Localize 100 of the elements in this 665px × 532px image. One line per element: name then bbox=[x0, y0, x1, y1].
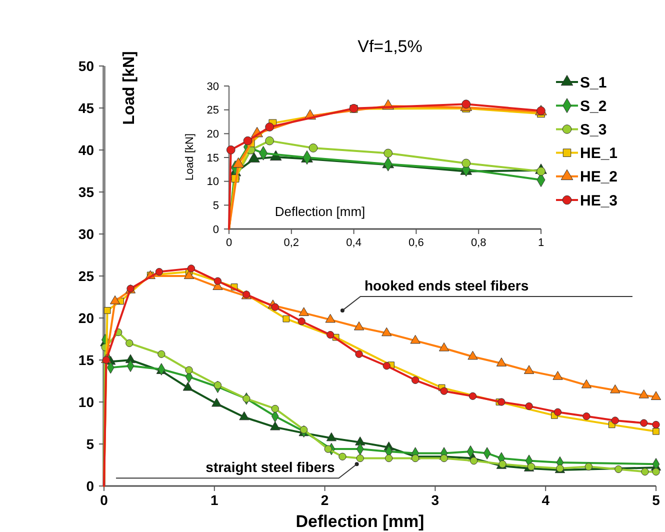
point bbox=[126, 339, 134, 348]
y-tick-label: 5 bbox=[86, 436, 94, 452]
point bbox=[356, 454, 364, 462]
point bbox=[282, 315, 290, 322]
x-axis-title: Deflection [mm] bbox=[274, 204, 366, 219]
point bbox=[554, 408, 562, 416]
point bbox=[232, 157, 244, 168]
point bbox=[652, 468, 660, 476]
point bbox=[536, 166, 546, 176]
point bbox=[110, 295, 120, 304]
y-tick-label: 30 bbox=[78, 226, 94, 242]
x-axis-title: Deflection [mm] bbox=[296, 512, 424, 531]
point bbox=[214, 277, 222, 285]
point bbox=[468, 350, 478, 360]
annotation: straight steel fibers bbox=[206, 459, 336, 476]
y-tick-label: 0 bbox=[86, 478, 94, 494]
point bbox=[242, 394, 250, 402]
point bbox=[382, 327, 392, 336]
point bbox=[468, 392, 477, 400]
x-tick-label: 0,6 bbox=[408, 236, 424, 249]
y-tick-label: 10 bbox=[206, 176, 219, 188]
point bbox=[182, 382, 193, 391]
point bbox=[248, 152, 260, 162]
legend-label: S_1 bbox=[580, 74, 607, 92]
point bbox=[155, 268, 164, 276]
x-tick-label: 5 bbox=[652, 492, 660, 508]
legend-label: HE_2 bbox=[580, 168, 618, 186]
point bbox=[527, 462, 536, 470]
point bbox=[524, 365, 534, 374]
point bbox=[265, 122, 274, 132]
point bbox=[271, 303, 279, 311]
y-tick-label: 40 bbox=[78, 142, 94, 158]
point bbox=[158, 350, 166, 358]
point bbox=[300, 426, 308, 434]
point bbox=[354, 321, 364, 330]
point bbox=[498, 460, 506, 468]
point bbox=[185, 366, 193, 374]
point bbox=[582, 412, 590, 420]
point bbox=[581, 379, 592, 388]
legend-label: S_2 bbox=[580, 98, 607, 115]
point bbox=[214, 381, 222, 390]
legend-label: HE_3 bbox=[580, 192, 618, 210]
point bbox=[652, 428, 660, 435]
point bbox=[641, 468, 649, 476]
point bbox=[640, 419, 648, 427]
point bbox=[496, 358, 506, 366]
y-tick-label: 50 bbox=[78, 58, 94, 74]
point bbox=[239, 411, 250, 420]
legend-label: S_3 bbox=[580, 121, 607, 138]
point bbox=[326, 432, 336, 442]
point bbox=[308, 144, 318, 152]
point bbox=[338, 452, 346, 460]
point bbox=[384, 148, 393, 158]
y-tick-label: 20 bbox=[78, 310, 94, 326]
x-tick-label: 3 bbox=[431, 492, 440, 508]
point bbox=[614, 465, 622, 474]
point bbox=[498, 398, 506, 406]
y-tick-label: 30 bbox=[206, 80, 219, 93]
y-tick-label: 25 bbox=[78, 268, 94, 284]
x-tick-label: 1 bbox=[538, 236, 544, 249]
point bbox=[184, 270, 194, 280]
chart-title: Vf=1,5% bbox=[358, 37, 422, 56]
y-tick-label: 35 bbox=[78, 184, 94, 200]
point bbox=[610, 384, 620, 394]
point bbox=[298, 318, 306, 326]
y-tick-label: 10 bbox=[78, 394, 94, 410]
point bbox=[438, 342, 450, 352]
point bbox=[412, 376, 420, 384]
y-tick-label: 5 bbox=[212, 200, 219, 212]
point bbox=[271, 404, 279, 413]
x-tick-label: 2 bbox=[320, 492, 329, 508]
x-tick-label: 0,8 bbox=[470, 236, 486, 249]
point bbox=[440, 387, 448, 395]
point bbox=[243, 136, 252, 146]
point bbox=[385, 454, 393, 462]
annotation: hooked ends steel fibers bbox=[364, 277, 529, 294]
point bbox=[355, 350, 363, 358]
point bbox=[326, 330, 334, 339]
point bbox=[355, 436, 366, 446]
y-tick-label: 15 bbox=[206, 152, 219, 164]
point bbox=[410, 334, 420, 344]
y-tick-label: 25 bbox=[206, 104, 219, 117]
y-tick-label: 20 bbox=[206, 128, 219, 141]
y-tick-label: 0 bbox=[212, 224, 219, 236]
point bbox=[440, 454, 448, 462]
x-tick-label: 1 bbox=[210, 492, 218, 508]
point bbox=[638, 389, 649, 398]
y-axis-title: Load [kN] bbox=[121, 51, 138, 125]
point bbox=[298, 307, 309, 316]
point bbox=[462, 158, 471, 168]
legend-label: HE_1 bbox=[580, 145, 618, 162]
point bbox=[187, 264, 196, 272]
point bbox=[584, 462, 592, 470]
point bbox=[325, 314, 336, 323]
point bbox=[270, 421, 280, 430]
point bbox=[324, 445, 332, 453]
x-tick-label: 0 bbox=[226, 236, 232, 249]
point bbox=[382, 362, 390, 370]
point bbox=[470, 456, 478, 465]
y-axis-title: Load [kN] bbox=[184, 133, 196, 181]
